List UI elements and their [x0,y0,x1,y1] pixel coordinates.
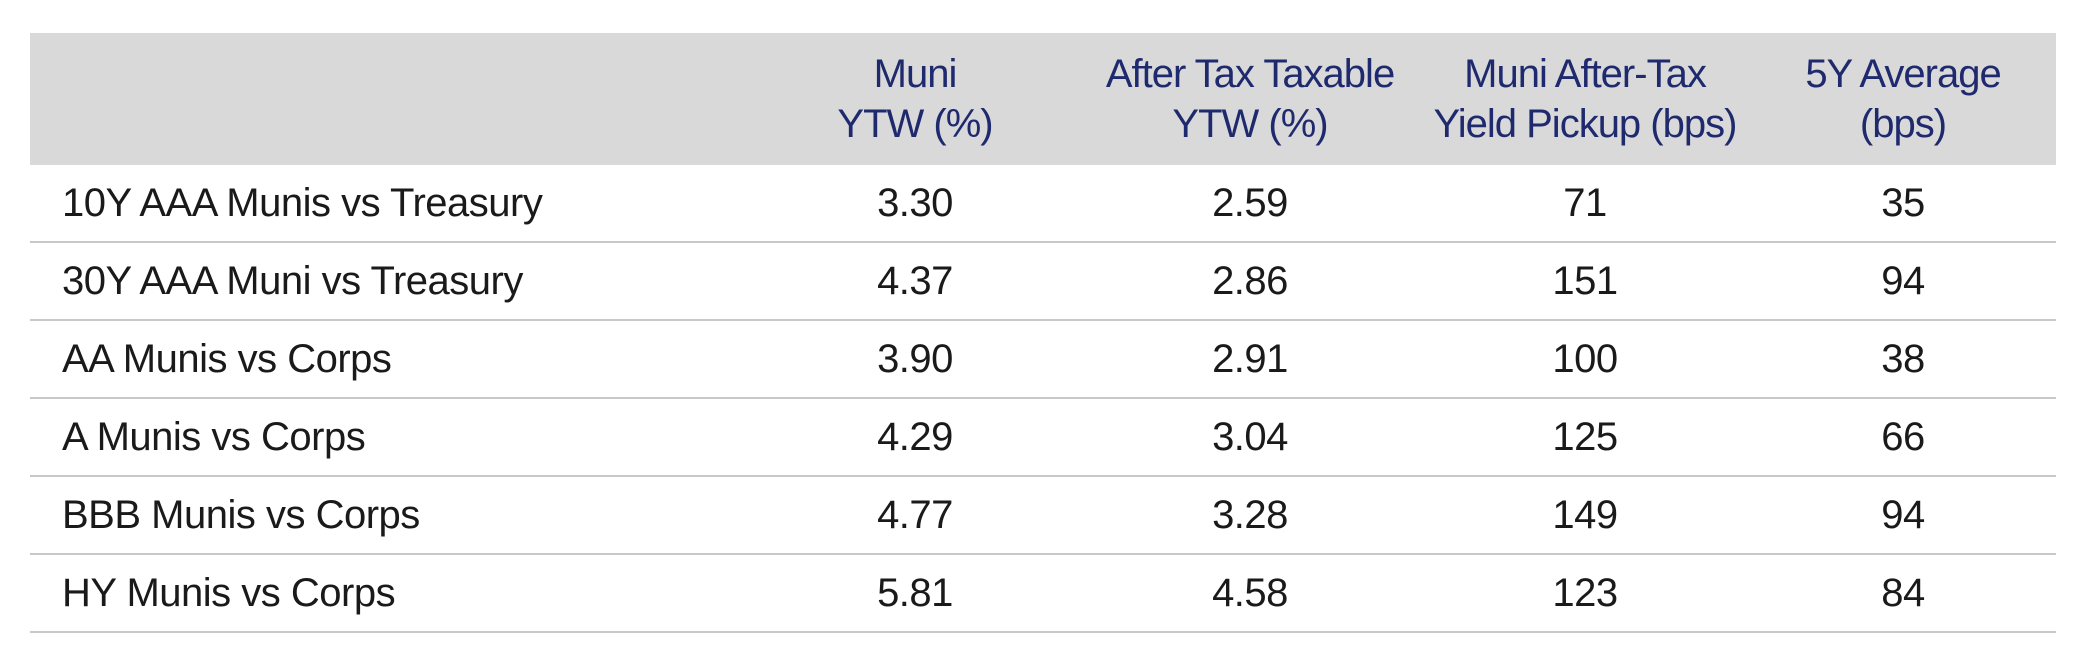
cell-after-tax-ytw: 4.58 [1080,554,1420,633]
cell-muni-ytw: 5.81 [750,554,1080,633]
cell-muni-ytw: 4.37 [750,242,1080,321]
cell-5y-average: 94 [1750,242,2056,321]
cell-after-tax-ytw: 2.86 [1080,242,1420,321]
table-row: BBB Munis vs Corps 4.77 3.28 149 94 [30,476,2056,555]
table-row: 30Y AAA Muni vs Treasury 4.37 2.86 151 9… [30,242,2056,321]
cell-after-tax-ytw: 3.28 [1080,476,1420,555]
table-row: AA Munis vs Corps 3.90 2.91 100 38 [30,320,2056,399]
cell-muni-ytw: 4.29 [750,398,1080,477]
cell-5y-average: 66 [1750,398,2056,477]
cell-yield-pickup: 123 [1420,554,1750,633]
cell-5y-average: 38 [1750,320,2056,399]
table-row: HY Munis vs Corps 5.81 4.58 123 84 [30,554,2056,633]
header-line: After Tax Taxable [1105,52,1395,96]
cell-yield-pickup: 100 [1420,320,1750,399]
cell-5y-average: 94 [1750,476,2056,555]
header-line: Muni [873,52,958,96]
table-row: 10Y AAA Munis vs Treasury 3.30 2.59 71 3… [30,165,2056,243]
header-yield-pickup: Muni After-Tax Yield Pickup (bps) [1420,33,1750,165]
cell-muni-ytw: 3.30 [750,165,1080,243]
header-line: YTW (%) [1172,102,1328,146]
row-label: AA Munis vs Corps [30,320,750,399]
table-header-row: Muni YTW (%) After Tax Taxable YTW (%) M… [30,33,2056,165]
cell-yield-pickup: 125 [1420,398,1750,477]
header-muni-ytw: Muni YTW (%) [750,33,1080,165]
cell-after-tax-ytw: 2.91 [1080,320,1420,399]
cell-yield-pickup: 149 [1420,476,1750,555]
header-line: 5Y Average [1805,52,2001,96]
header-line: (bps) [1859,102,1947,146]
row-label: HY Munis vs Corps [30,554,750,633]
yield-comparison-table-wrapper: Muni YTW (%) After Tax Taxable YTW (%) M… [30,33,2056,633]
table-row: A Munis vs Corps 4.29 3.04 125 66 [30,398,2056,477]
cell-5y-average: 35 [1750,165,2056,243]
cell-yield-pickup: 151 [1420,242,1750,321]
cell-muni-ytw: 4.77 [750,476,1080,555]
cell-yield-pickup: 71 [1420,165,1750,243]
header-after-tax-taxable-ytw: After Tax Taxable YTW (%) [1080,33,1420,165]
cell-after-tax-ytw: 2.59 [1080,165,1420,243]
header-label-column [30,33,750,165]
cell-muni-ytw: 3.90 [750,320,1080,399]
header-line: Muni After-Tax [1464,52,1707,96]
cell-5y-average: 84 [1750,554,2056,633]
row-label: BBB Munis vs Corps [30,476,750,555]
row-label: 10Y AAA Munis vs Treasury [30,165,750,243]
row-label: 30Y AAA Muni vs Treasury [30,242,750,321]
header-line: Yield Pickup (bps) [1433,102,1738,146]
yield-comparison-table: Muni YTW (%) After Tax Taxable YTW (%) M… [30,33,2056,633]
header-line: YTW (%) [837,102,993,146]
row-label: A Munis vs Corps [30,398,750,477]
header-5y-average: 5Y Average (bps) [1750,33,2056,165]
cell-after-tax-ytw: 3.04 [1080,398,1420,477]
